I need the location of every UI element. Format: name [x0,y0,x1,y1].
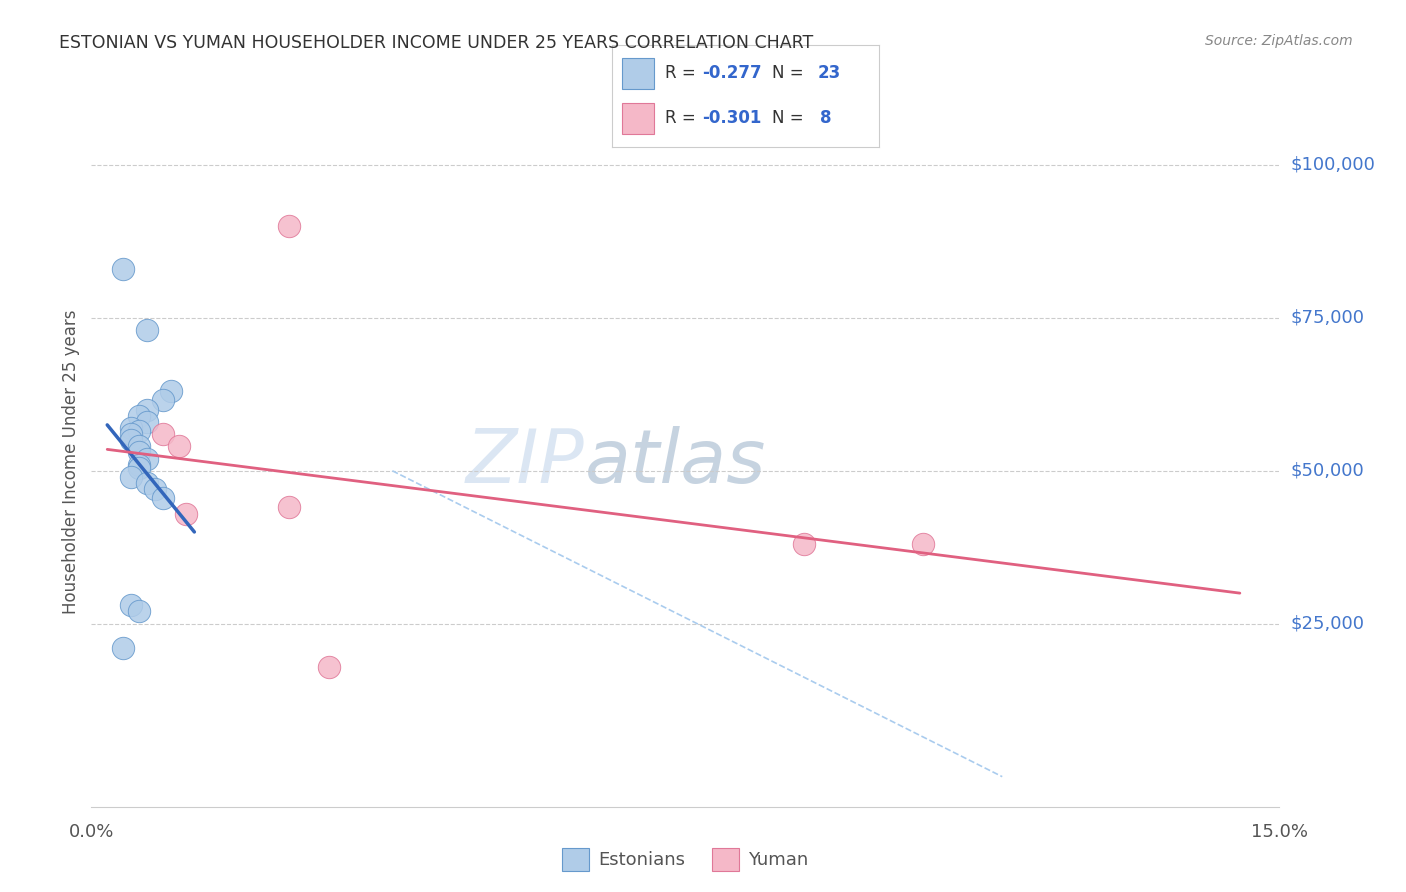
Point [176,507,198,521]
Text: 8: 8 [820,110,831,128]
Text: R =: R = [665,64,702,82]
Text: ESTONIAN VS YUMAN HOUSEHOLDER INCOME UNDER 25 YEARS CORRELATION CHART: ESTONIAN VS YUMAN HOUSEHOLDER INCOME UND… [59,34,813,52]
Point [152,427,174,442]
Point [120,599,142,613]
Point [793,537,815,551]
Legend: Estonians, Yuman: Estonians, Yuman [555,841,815,878]
Text: R =: R = [665,110,702,128]
Point [152,393,174,408]
Text: N =: N = [772,110,814,128]
Point [120,421,142,435]
Text: Source: ZipAtlas.com: Source: ZipAtlas.com [1205,34,1353,48]
Point [112,641,135,656]
Point [128,424,150,438]
Text: ZIP: ZIP [465,425,585,498]
Point [167,439,190,453]
Point [120,433,142,447]
Point [135,415,157,429]
Text: -0.301: -0.301 [703,110,762,128]
Text: -0.277: -0.277 [703,64,762,82]
Point [135,323,157,337]
Text: $100,000: $100,000 [1291,156,1375,174]
Point [120,427,142,442]
Text: $75,000: $75,000 [1291,309,1365,326]
Point [120,470,142,484]
Point [128,458,150,472]
Text: atlas: atlas [585,425,766,498]
Text: 23: 23 [817,64,841,82]
Text: N =: N = [772,64,808,82]
Point [128,605,150,619]
Point [278,500,301,515]
Point [911,537,934,551]
Point [128,439,150,453]
Point [318,659,340,673]
Point [159,384,181,399]
Point [135,402,157,417]
Point [135,476,157,491]
Point [152,491,174,506]
Point [128,445,150,459]
Point [135,451,157,466]
Point [128,460,150,475]
Bar [623,103,654,134]
Y-axis label: Householder Income Under 25 years: Householder Income Under 25 years [62,310,80,614]
Point [112,261,135,276]
Point [278,219,301,233]
Text: $25,000: $25,000 [1291,615,1365,632]
Point [128,409,150,423]
Point [143,482,166,496]
Bar [623,58,654,88]
Text: $50,000: $50,000 [1291,462,1364,480]
